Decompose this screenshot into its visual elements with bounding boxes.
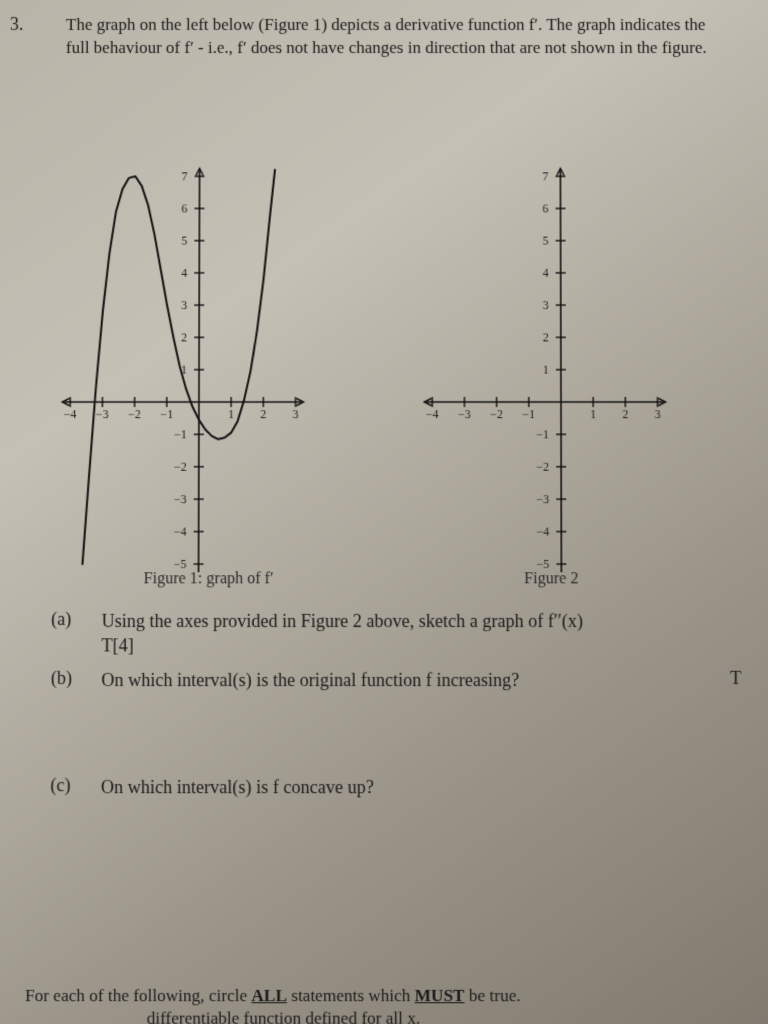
svg-text:6: 6 <box>181 201 187 215</box>
part-b-text: On which interval(s) is the original fun… <box>101 668 723 693</box>
footer-mid: statements which <box>287 986 415 1006</box>
part-b-label: (b) <box>51 668 102 693</box>
question-number: 3. <box>10 14 24 35</box>
svg-text:−5: −5 <box>174 557 187 571</box>
svg-text:4: 4 <box>543 266 549 280</box>
svg-text:−3: −3 <box>536 492 549 506</box>
svg-text:−1: −1 <box>174 427 187 441</box>
svg-text:−1: −1 <box>536 427 549 441</box>
svg-text:−3: −3 <box>458 407 471 421</box>
footer-text: For each of the following, circle ALL st… <box>25 985 521 1024</box>
figure2-wrap: −4 −3 −2 −1 1 2 3 −5 −4 −3 −2 −1 1 2 3 4 5 6 7 Figure 2 <box>410 140 692 588</box>
footer-post: be true. <box>465 986 521 1006</box>
svg-text:6: 6 <box>542 201 548 215</box>
figures-row: −4 −3 −2 −1 1 2 3 −5 −4 −3 −2 −1 1 2 3 4 5 6 7 Figure 1: g… <box>37 140 741 588</box>
svg-text:2: 2 <box>622 407 628 421</box>
part-a-line1: Using the axes provided in Figure 2 abov… <box>102 611 583 631</box>
figure2-caption: Figure 2 <box>524 570 578 588</box>
svg-text:−1: −1 <box>522 407 535 421</box>
part-c-text: On which interval(s) is f concave up? <box>101 775 742 800</box>
svg-text:−2: −2 <box>490 407 503 421</box>
svg-text:3: 3 <box>181 298 187 312</box>
svg-text:−3: −3 <box>96 407 109 421</box>
svg-text:−2: −2 <box>128 407 141 421</box>
svg-text:−1: −1 <box>160 407 173 421</box>
svg-text:−4: −4 <box>426 407 439 421</box>
figure1-caption: Figure 1: graph of f′ <box>144 570 274 588</box>
part-c-label: (c) <box>50 775 101 800</box>
svg-text:2: 2 <box>260 407 266 421</box>
figure1-chart: −4−3−2−1123−5−4−3−2−11234567 <box>37 140 380 564</box>
svg-text:1: 1 <box>228 407 234 421</box>
svg-text:−5: −5 <box>536 557 549 571</box>
figure1-wrap: −4−3−2−1123−5−4−3−2−11234567 Figure 1: g… <box>37 140 380 588</box>
part-b-margin: T <box>723 668 741 693</box>
svg-text:−2: −2 <box>174 460 187 474</box>
part-a-line2: T[4] <box>101 635 133 655</box>
svg-text:−3: −3 <box>174 492 187 506</box>
svg-text:4: 4 <box>181 266 187 280</box>
svg-text:3: 3 <box>543 298 549 312</box>
question-text: The graph on the left below (Figure 1) d… <box>66 14 739 60</box>
part-c: (c) On which interval(s) is f concave up… <box>50 775 742 800</box>
svg-text:3: 3 <box>292 407 298 421</box>
footer-pre: For each of the following, circle <box>25 986 251 1006</box>
svg-text:5: 5 <box>543 233 549 247</box>
footer-must: MUST <box>415 986 465 1006</box>
svg-text:1: 1 <box>543 362 549 376</box>
subquestions: (a) Using the axes provided in Figure 2 … <box>50 609 743 923</box>
svg-text:2: 2 <box>543 330 549 344</box>
footer-all: ALL <box>251 986 286 1006</box>
svg-text:7: 7 <box>542 169 548 183</box>
svg-text:1: 1 <box>590 407 596 421</box>
part-b: (b) On which interval(s) is the original… <box>51 668 742 693</box>
question-line1: The graph on the left below (Figure 1) d… <box>66 15 706 34</box>
part-a-text: Using the axes provided in Figure 2 abov… <box>101 609 741 658</box>
question-line2: full behaviour of f′ - i.e., f′ does not… <box>66 38 707 57</box>
svg-text:3: 3 <box>655 407 661 421</box>
part-a-label: (a) <box>51 609 102 658</box>
svg-text:−4: −4 <box>64 407 77 421</box>
svg-text:−4: −4 <box>174 524 187 538</box>
footer-line2: differentiable function defined for all … <box>147 1008 421 1024</box>
svg-text:−4: −4 <box>536 524 549 538</box>
svg-text:5: 5 <box>181 233 187 247</box>
figure2-chart: −4−3−2−1123−5−4−3−2−11234567 <box>410 140 692 564</box>
svg-text:−2: −2 <box>536 460 549 474</box>
svg-text:2: 2 <box>181 330 187 344</box>
svg-text:7: 7 <box>181 169 187 183</box>
part-a: (a) Using the axes provided in Figure 2 … <box>51 609 741 658</box>
